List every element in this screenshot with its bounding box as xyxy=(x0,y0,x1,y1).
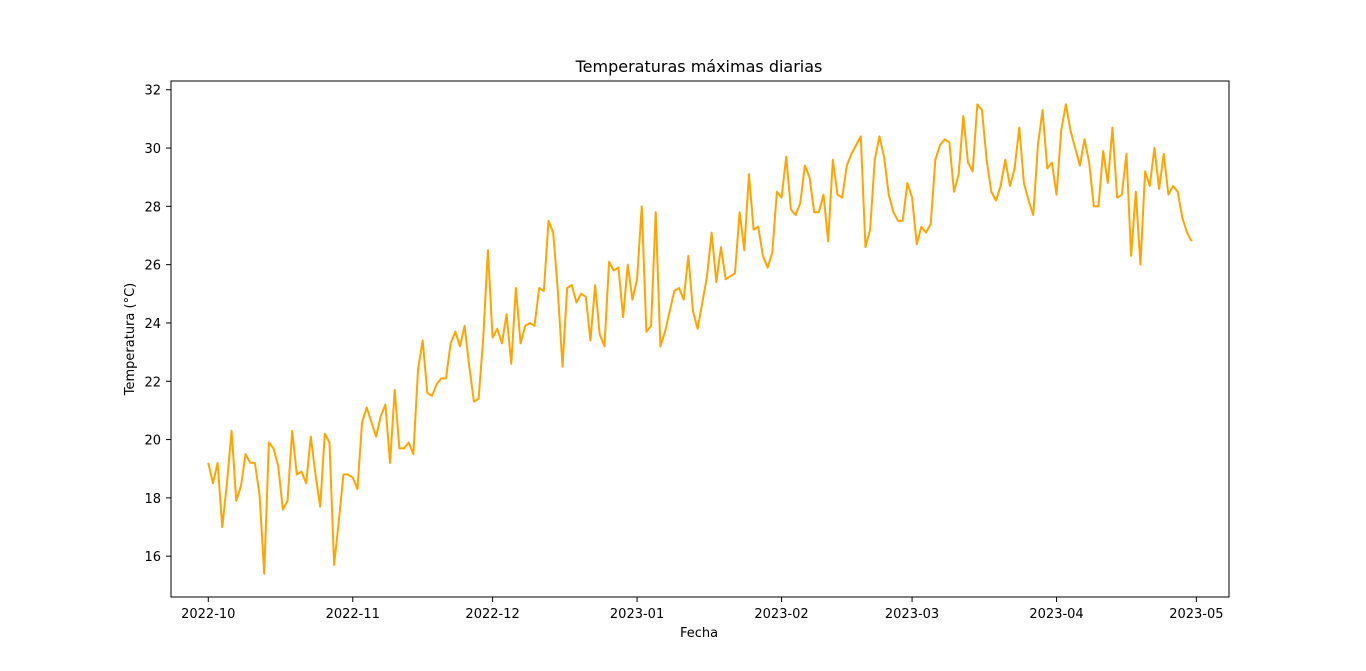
x-tick-label: 2023-03 xyxy=(885,607,939,622)
y-tick-label: 26 xyxy=(144,259,161,274)
plot-area xyxy=(170,80,1230,598)
x-tick-label: 2022-12 xyxy=(465,607,519,622)
y-tick-label: 22 xyxy=(144,375,161,390)
x-tick-label: 2022-10 xyxy=(181,607,235,622)
y-tick-label: 18 xyxy=(144,492,161,507)
y-tick-label: 32 xyxy=(144,84,161,99)
chart-title: Temperaturas máximas diarias xyxy=(575,57,823,76)
y-axis-label: Temperatura (°C) xyxy=(123,283,138,396)
y-tick-label: 30 xyxy=(144,142,161,157)
x-tick-label: 2023-01 xyxy=(610,607,664,622)
x-tick-label: 2022-11 xyxy=(326,607,380,622)
y-tick-label: 28 xyxy=(144,200,161,215)
x-axis-label: Fecha xyxy=(680,626,718,641)
series-line xyxy=(207,103,1193,575)
y-tick-label: 20 xyxy=(144,434,161,449)
y-tick-label: 24 xyxy=(144,317,161,332)
axes-frame xyxy=(170,80,1230,598)
y-axis: 16 18 20 22 24 26 28 30 32 xyxy=(144,84,171,565)
x-tick-label: 2023-02 xyxy=(754,607,808,622)
y-tick-label: 16 xyxy=(144,550,161,565)
x-tick-label: 2023-05 xyxy=(1169,607,1223,622)
x-tick-label: 2023-04 xyxy=(1029,607,1083,622)
x-axis: 2022-10 2022-11 2022-12 2023-01 2023-02 2023-… xyxy=(181,597,1224,622)
